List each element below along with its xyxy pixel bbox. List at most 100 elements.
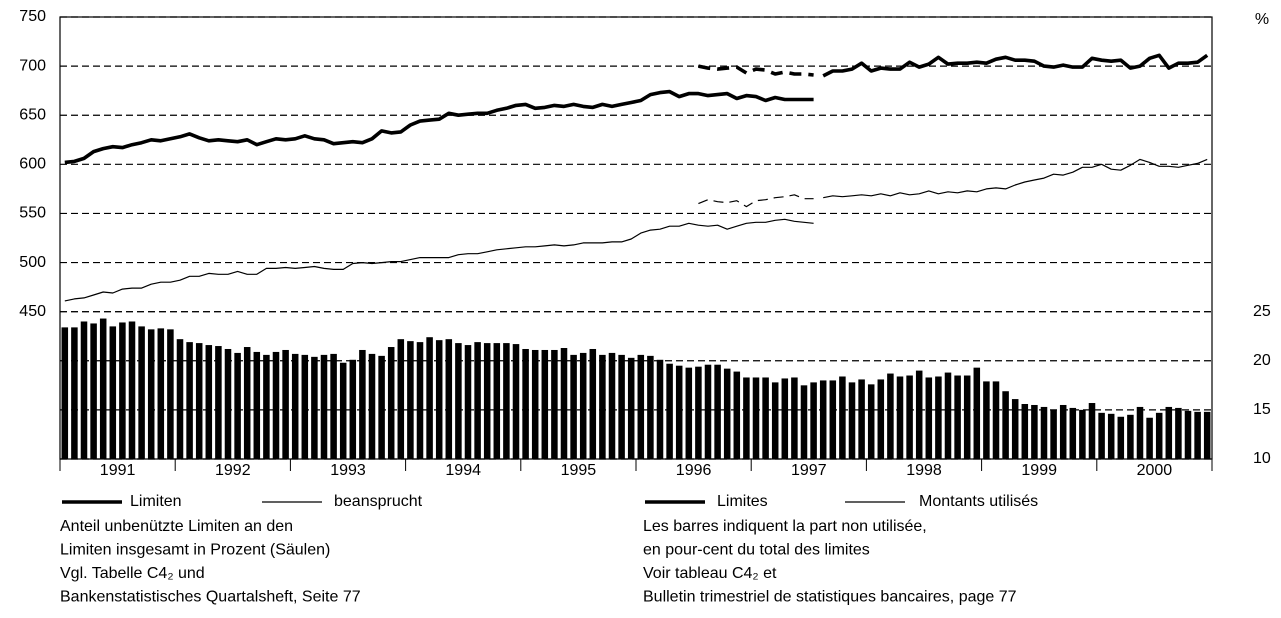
bar [829, 380, 837, 459]
bar [71, 327, 78, 459]
y-tick-label: 700 [19, 57, 46, 74]
bar [301, 354, 309, 459]
bar [1098, 412, 1105, 459]
unit-label: % [1255, 11, 1269, 28]
bar [637, 354, 645, 459]
bar [954, 375, 961, 459]
legend-label: Limiten [130, 493, 182, 510]
y-tick-label: 550 [19, 205, 46, 222]
bar [752, 377, 760, 459]
bar [992, 381, 1000, 459]
y-tick-label: 650 [19, 106, 46, 123]
bar [243, 347, 251, 459]
bar [647, 355, 654, 459]
bar [771, 382, 779, 459]
bar [1203, 411, 1211, 459]
bar [589, 348, 597, 459]
y2-tick-label: 20 [1253, 352, 1271, 369]
bar [119, 322, 126, 459]
y2-tick-label: 10 [1253, 450, 1271, 467]
bar [551, 349, 558, 459]
bar [416, 342, 424, 459]
note: Bulletin trimestriel de statistiques ban… [643, 589, 1017, 606]
bar [407, 341, 414, 459]
bar [887, 373, 894, 459]
line-series [823, 158, 1208, 199]
bar [733, 371, 741, 459]
bar [493, 343, 501, 459]
bar [800, 385, 808, 459]
bar [1107, 413, 1115, 459]
note: en pour-cent du total des limites [643, 542, 870, 559]
line-series [698, 194, 814, 208]
x-tick-label: 1996 [676, 462, 712, 479]
y-tick-label: 450 [19, 303, 46, 320]
bar [61, 327, 69, 459]
bar [1069, 407, 1077, 459]
note: Voir tableau C4₂ et [643, 565, 777, 582]
bar [608, 352, 616, 459]
bar [339, 362, 347, 459]
bar [762, 377, 769, 459]
bar [359, 349, 366, 459]
bar [675, 365, 683, 459]
bar [867, 384, 875, 459]
bar [147, 329, 155, 459]
x-tick-label: 1993 [330, 462, 366, 479]
bar [186, 342, 193, 459]
bar [253, 351, 261, 459]
y-tick-label: 500 [19, 254, 46, 271]
bar [781, 378, 789, 459]
bar [128, 321, 136, 459]
bar [599, 354, 606, 459]
bar [522, 348, 529, 459]
bar [387, 347, 395, 459]
bar [205, 345, 213, 459]
bar [474, 342, 481, 459]
bar [157, 328, 165, 459]
bar [839, 376, 846, 459]
bar [1194, 411, 1201, 459]
bar [1079, 409, 1086, 459]
bar [1088, 403, 1096, 459]
bar [896, 376, 904, 459]
note: Bankenstatistisches Quartalsheft, Seite … [60, 589, 361, 606]
bar [963, 375, 971, 459]
bar [330, 353, 337, 459]
x-tick-label: 1997 [791, 462, 827, 479]
note: Limiten insgesamt in Prozent (Säulen) [60, 542, 330, 559]
bar [215, 346, 222, 459]
bar [915, 370, 923, 459]
bar [1040, 406, 1048, 459]
bar [560, 348, 568, 459]
legend-label: beansprucht [334, 493, 423, 510]
line-series [698, 64, 814, 77]
bar [973, 367, 981, 459]
bar [570, 354, 577, 459]
bar [195, 343, 203, 459]
bar [791, 377, 798, 459]
bar [618, 354, 625, 459]
bar [723, 368, 731, 459]
bar [464, 345, 472, 459]
bar [685, 367, 693, 459]
bar [877, 379, 885, 459]
bar [714, 364, 721, 459]
bar [90, 323, 97, 459]
bar [1050, 409, 1057, 459]
bar [272, 351, 280, 459]
bar [167, 329, 174, 459]
bar [291, 353, 299, 459]
bar [445, 339, 453, 459]
bar [368, 353, 376, 459]
bar [397, 339, 405, 459]
x-tick-label: 2000 [1137, 462, 1173, 479]
bar [80, 321, 88, 459]
bar [1165, 406, 1173, 459]
bar [666, 363, 673, 459]
bar [743, 377, 750, 459]
x-tick-label: 1999 [1021, 462, 1057, 479]
bar [1155, 412, 1163, 459]
bar [503, 343, 510, 459]
